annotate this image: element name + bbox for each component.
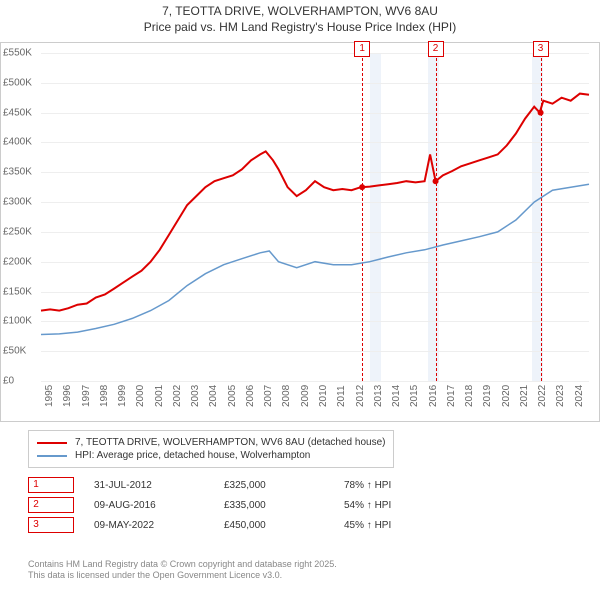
sale-row: 1 31-JUL-2012£325,00078% ↑ HPI (28, 475, 421, 495)
series-line (41, 94, 589, 311)
sale-price: £335,000 (224, 500, 344, 511)
x-tick-label: 2005 (227, 385, 238, 407)
sale-index: 3 (28, 517, 74, 533)
x-tick-label: 2013 (373, 385, 384, 407)
x-tick-label: 1995 (44, 385, 55, 407)
sale-point (433, 178, 439, 184)
x-tick-label: 2009 (300, 385, 311, 407)
footer-line1: Contains HM Land Registry data © Crown c… (28, 559, 337, 571)
x-tick-label: 2000 (135, 385, 146, 407)
x-tick-label: 2024 (574, 385, 585, 407)
sale-row: 3 09-MAY-2022£450,00045% ↑ HPI (28, 515, 421, 535)
price-chart: £0£50K£100K£150K£200K£250K£300K£350K£400… (0, 42, 600, 422)
legend-item: HPI: Average price, detached house, Wolv… (37, 450, 385, 461)
x-tick-label: 1998 (99, 385, 110, 407)
sale-date: 09-AUG-2016 (94, 500, 224, 511)
legend-label: HPI: Average price, detached house, Wolv… (75, 450, 310, 461)
sale-row: 2 09-AUG-2016£335,00054% ↑ HPI (28, 495, 421, 515)
sale-date: 31-JUL-2012 (94, 480, 224, 491)
x-tick-label: 1996 (62, 385, 73, 407)
sale-point (359, 184, 365, 190)
chart-title: 7, TEOTTA DRIVE, WOLVERHAMPTON, WV6 8AU … (0, 0, 600, 35)
footer: Contains HM Land Registry data © Crown c… (28, 559, 337, 582)
x-tick-label: 2012 (355, 385, 366, 407)
x-tick-label: 2016 (428, 385, 439, 407)
chart-lines (1, 43, 599, 421)
x-tick-label: 1997 (81, 385, 92, 407)
x-tick-label: 2023 (555, 385, 566, 407)
sale-price: £450,000 (224, 520, 344, 531)
legend-item: 7, TEOTTA DRIVE, WOLVERHAMPTON, WV6 8AU … (37, 437, 385, 448)
x-tick-label: 2011 (336, 385, 347, 407)
x-tick-label: 2008 (281, 385, 292, 407)
x-tick-label: 2007 (263, 385, 274, 407)
sale-date: 09-MAY-2022 (94, 520, 224, 531)
sale-pct: 78% ↑ HPI (344, 480, 421, 491)
x-tick-label: 2018 (464, 385, 475, 407)
x-tick-label: 2017 (446, 385, 457, 407)
legend-label: 7, TEOTTA DRIVE, WOLVERHAMPTON, WV6 8AU … (75, 437, 385, 448)
footer-line2: This data is licensed under the Open Gov… (28, 570, 337, 582)
series-line (41, 184, 589, 334)
sale-index: 2 (28, 497, 74, 513)
x-tick-label: 2002 (172, 385, 183, 407)
legend: 7, TEOTTA DRIVE, WOLVERHAMPTON, WV6 8AU … (28, 430, 394, 468)
title-line1: 7, TEOTTA DRIVE, WOLVERHAMPTON, WV6 8AU (0, 4, 600, 20)
x-tick-label: 2014 (391, 385, 402, 407)
sale-price: £325,000 (224, 480, 344, 491)
x-tick-label: 2006 (245, 385, 256, 407)
sale-index: 1 (28, 477, 74, 493)
sale-point (538, 110, 544, 116)
x-tick-label: 2022 (537, 385, 548, 407)
sale-pct: 54% ↑ HPI (344, 500, 421, 511)
x-tick-label: 2001 (154, 385, 165, 407)
x-tick-label: 2004 (208, 385, 219, 407)
x-tick-label: 1999 (117, 385, 128, 407)
x-tick-label: 2021 (519, 385, 530, 407)
x-tick-label: 2015 (409, 385, 420, 407)
x-tick-label: 2020 (501, 385, 512, 407)
x-tick-label: 2003 (190, 385, 201, 407)
x-tick-label: 2019 (482, 385, 493, 407)
x-tick-label: 2010 (318, 385, 329, 407)
sales-table: 1 31-JUL-2012£325,00078% ↑ HPI 2 09-AUG-201… (28, 475, 421, 535)
title-line2: Price paid vs. HM Land Registry's House … (0, 20, 600, 36)
sale-pct: 45% ↑ HPI (344, 520, 421, 531)
